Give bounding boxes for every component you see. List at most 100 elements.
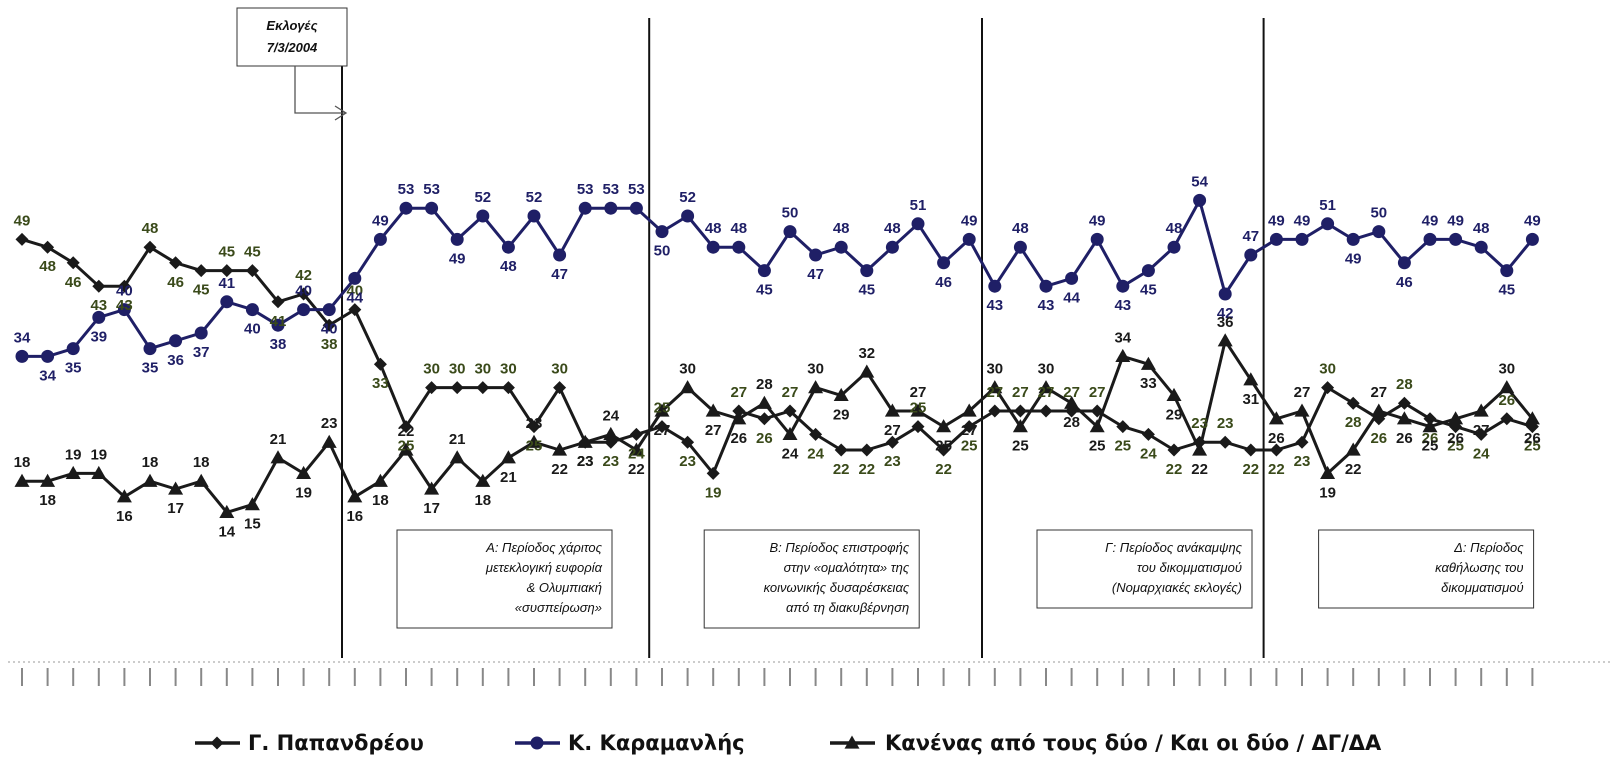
data-label: 49 (1447, 212, 1464, 229)
triangle-marker (1320, 465, 1336, 480)
period-text-line: (Νομαρχιακές εκλογές) (1112, 580, 1242, 595)
data-label: 53 (423, 181, 440, 198)
data-label: 27 (961, 422, 978, 439)
x-tick-mark (97, 668, 100, 686)
data-label: 45 (1498, 282, 1515, 299)
data-label: 40 (295, 283, 312, 300)
diamond-marker (757, 412, 771, 426)
circle-marker (1269, 232, 1283, 246)
data-label: 44 (1063, 289, 1080, 306)
triangle-marker (603, 426, 619, 441)
triangle-marker (1371, 403, 1387, 417)
circle-marker (1013, 240, 1027, 254)
data-label: 16 (116, 508, 133, 525)
data-label: 27 (1038, 384, 1055, 401)
data-label: 33 (1140, 375, 1157, 392)
x-tick-mark (1275, 668, 1278, 686)
data-label: 23 (526, 415, 543, 432)
data-label: 40 (346, 283, 363, 300)
data-label: 25 (961, 438, 978, 455)
diamond-marker (553, 381, 567, 395)
circle-marker (450, 232, 464, 246)
period-text-line: Γ: Περίοδος ανάκαμψης (1105, 540, 1243, 555)
x-tick-mark (917, 668, 919, 686)
data-label: 24 (782, 445, 799, 462)
period-box-1 (396, 529, 613, 629)
data-label: 43 (1038, 297, 1055, 314)
triangle-marker (14, 473, 30, 487)
circle-marker (92, 310, 106, 324)
circle-marker (1141, 264, 1155, 278)
triangle-marker (833, 387, 849, 402)
triangle-marker (756, 395, 772, 409)
circle-marker (1423, 232, 1437, 246)
circle-marker (271, 318, 285, 332)
data-label: 41 (218, 275, 235, 292)
data-label: 25 (910, 400, 927, 417)
data-label: 28 (756, 376, 773, 393)
x-tick-mark (456, 668, 459, 686)
triangle-marker (1396, 411, 1412, 425)
data-label: 25 (1012, 438, 1029, 455)
triangle-marker (1243, 372, 1259, 386)
x-tick-mark (584, 668, 587, 686)
election-text-line: Εκλογές (266, 18, 317, 33)
x-tick-mark (1249, 668, 1252, 686)
data-label: 35 (142, 360, 159, 377)
diamond-marker (117, 279, 131, 293)
data-label: 33 (372, 375, 389, 392)
data-label: 49 (1268, 212, 1285, 229)
x-tick-mark (1173, 668, 1175, 686)
circle-marker (1167, 240, 1181, 254)
data-label: 21 (270, 431, 287, 448)
triangle-marker (526, 434, 542, 448)
circle-marker (578, 201, 592, 215)
circle-marker (834, 240, 848, 254)
diamond-marker (210, 736, 224, 750)
data-label: 24 (628, 445, 645, 462)
diamond-marker (1090, 404, 1104, 418)
data-label: 23 (602, 453, 619, 470)
x-tick-mark (1403, 668, 1406, 686)
data-label: 45 (193, 282, 210, 299)
triangle-marker (859, 364, 875, 378)
triangle-marker (1422, 419, 1438, 433)
x-tick-mark (251, 668, 254, 686)
triangle-marker (1064, 395, 1080, 409)
triangle-marker (961, 403, 977, 417)
x-tick-mark (763, 668, 766, 686)
data-label: 30 (1319, 361, 1336, 378)
triangle-marker (884, 403, 900, 417)
data-label: 25 (654, 400, 671, 417)
data-label: 19 (65, 446, 82, 463)
diamond-marker (169, 256, 183, 270)
data-label: 27 (730, 384, 747, 401)
triangle-marker (1294, 403, 1310, 417)
data-label: 30 (500, 361, 517, 378)
legend-label-1: Γ. Παπανδρέου (248, 731, 424, 755)
period-box-3 (1036, 529, 1253, 609)
data-label: 50 (654, 243, 671, 260)
circle-marker (1193, 193, 1207, 207)
data-label: 30 (449, 361, 466, 378)
circle-marker (1090, 232, 1104, 246)
triangle-marker (168, 481, 184, 495)
data-label: 25 (935, 438, 952, 455)
period-box-2 (703, 529, 920, 629)
diamond-marker (681, 435, 695, 449)
period-text-line: του δικομματισμού (1137, 560, 1242, 575)
data-label: 22 (858, 461, 875, 478)
data-label: 25 (1114, 438, 1131, 455)
election-text-line: 7/3/2004 (267, 40, 318, 55)
data-label: 40 (116, 283, 133, 300)
x-tick-mark (789, 668, 791, 686)
data-label: 14 (218, 523, 235, 540)
data-label: 36 (1217, 314, 1234, 331)
data-label: 24 (602, 407, 619, 424)
data-label: 45 (858, 282, 875, 299)
circle-marker (425, 201, 439, 215)
circle-marker (476, 209, 490, 223)
data-label: 38 (270, 336, 287, 353)
x-tick-mark (379, 668, 382, 686)
data-label: 25 (1524, 438, 1541, 455)
